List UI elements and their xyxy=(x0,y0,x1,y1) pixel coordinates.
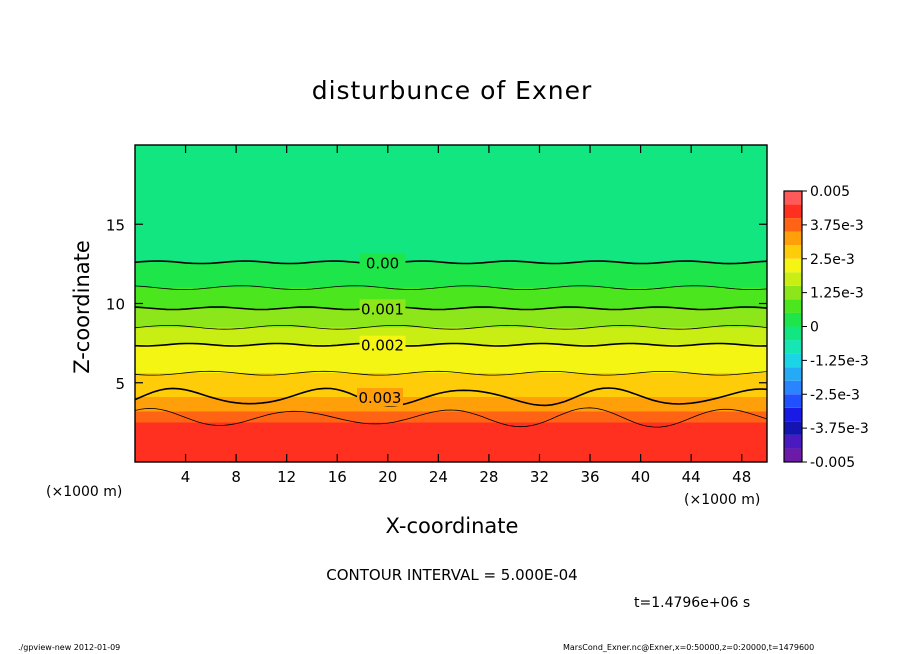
exner-field-fill xyxy=(135,145,767,462)
colorbar-tick-label: 1.25e-3 xyxy=(810,286,864,302)
y-axis-label: Z-coordinate xyxy=(70,240,94,374)
x-tick-label: 16 xyxy=(328,468,347,486)
contour-lines: 0.00 0.001 0.002 0.003 xyxy=(135,253,767,428)
contour-line xyxy=(135,285,767,290)
colorbar-swatch xyxy=(784,204,802,219)
colorbar-swatch xyxy=(784,231,802,246)
x-unit-label-left: (×1000 m) xyxy=(46,484,123,500)
colorbar-swatch xyxy=(784,326,802,341)
colorbar-tick-label: 2.5e-3 xyxy=(810,252,855,268)
colorbar-swatch xyxy=(784,340,802,354)
colorbar-tick-label: 3.75e-3 xyxy=(810,218,864,234)
colorbar-swatch xyxy=(784,218,802,232)
colorbar-swatch xyxy=(784,421,802,435)
contour-label-bg xyxy=(356,388,403,407)
colorbar-tick-label: 0 xyxy=(810,320,819,336)
contour-label-bg xyxy=(359,299,406,318)
colorbar-swatch xyxy=(784,434,802,449)
colorbar-tick-label: 0.005 xyxy=(810,184,850,200)
colorbar-swatch xyxy=(784,299,802,313)
x-tick-label: 28 xyxy=(479,468,498,486)
contour-label: 0.003 xyxy=(359,389,402,407)
contour-line xyxy=(135,306,767,311)
x-tick-label: 36 xyxy=(580,468,599,486)
y-tick-label: 5 xyxy=(115,375,125,393)
colorbar-swatch xyxy=(784,272,802,286)
x-tick-label: 12 xyxy=(277,468,296,486)
colorbar-tick-label: -2.5e-3 xyxy=(810,387,860,403)
contour-label-bg xyxy=(359,335,406,354)
colorbar-tick-label: -3.75e-3 xyxy=(810,421,869,437)
time-label: t=1.4796e+06 s xyxy=(634,595,751,611)
contour-label-bg xyxy=(359,253,406,272)
colorbar-swatch xyxy=(784,191,802,205)
contour-label: 0.001 xyxy=(361,300,404,318)
x-tick-label: 8 xyxy=(231,468,241,486)
y-tick-label: 10 xyxy=(106,296,125,314)
x-axis-ticks: 4 8 12 16 20 24 28 32 36 40 44 48 xyxy=(181,145,751,486)
colorbar-swatch xyxy=(784,258,802,273)
x-tick-label: 4 xyxy=(181,468,191,486)
colorbar-swatch xyxy=(784,312,802,327)
colorbar-tick-label: -1.25e-3 xyxy=(810,353,869,369)
contour-label: 0.002 xyxy=(361,337,404,355)
x-tick-label: 24 xyxy=(429,468,448,486)
y-tick-label: 15 xyxy=(106,216,125,234)
footer-program-date: ./gpview-new 2012-01-09 xyxy=(18,643,121,652)
colorbar: 0.005 3.75e-3 2.5e-3 1.25e-3 0 -1.25e-3 -2.5e-… xyxy=(783,184,869,471)
x-unit-label-right: (×1000 m) xyxy=(684,492,761,508)
footer-data-source: MarsCond_Exner.nc@Exner,x=0:50000,z=0:20… xyxy=(563,643,815,652)
x-axis-label: X-coordinate xyxy=(385,514,519,538)
colorbar-swatch xyxy=(784,380,802,395)
colorbar-tick-label: -0.005 xyxy=(810,455,855,471)
x-tick-label: 44 xyxy=(682,468,701,486)
colorbar-swatch xyxy=(784,367,802,381)
colorbar-swatch xyxy=(784,285,802,300)
colorbar-swatch xyxy=(784,448,802,462)
colorbar-swatch xyxy=(784,407,802,422)
contour-line xyxy=(135,387,767,407)
chart-title: disturbunce of Exner xyxy=(311,76,593,105)
colorbar-swatch xyxy=(784,353,802,368)
colorbar-swatch xyxy=(784,394,802,408)
y-axis-ticks: 5 10 15 xyxy=(106,216,767,393)
contour-line xyxy=(135,407,767,428)
colorbar-swatch xyxy=(784,245,802,259)
contour-label: 0.00 xyxy=(366,254,399,272)
contour-line xyxy=(135,260,767,265)
plot-area: 0.00 0.001 0.002 0.003 xyxy=(135,145,767,462)
contour-line xyxy=(135,342,767,347)
contour-line xyxy=(135,370,767,376)
contour-line xyxy=(135,324,767,330)
contour-interval-label: CONTOUR INTERVAL = 5.000E-04 xyxy=(326,566,578,584)
x-tick-label: 40 xyxy=(631,468,650,486)
x-tick-label: 32 xyxy=(530,468,549,486)
x-tick-label: 48 xyxy=(732,468,751,486)
x-tick-label: 20 xyxy=(378,468,397,486)
